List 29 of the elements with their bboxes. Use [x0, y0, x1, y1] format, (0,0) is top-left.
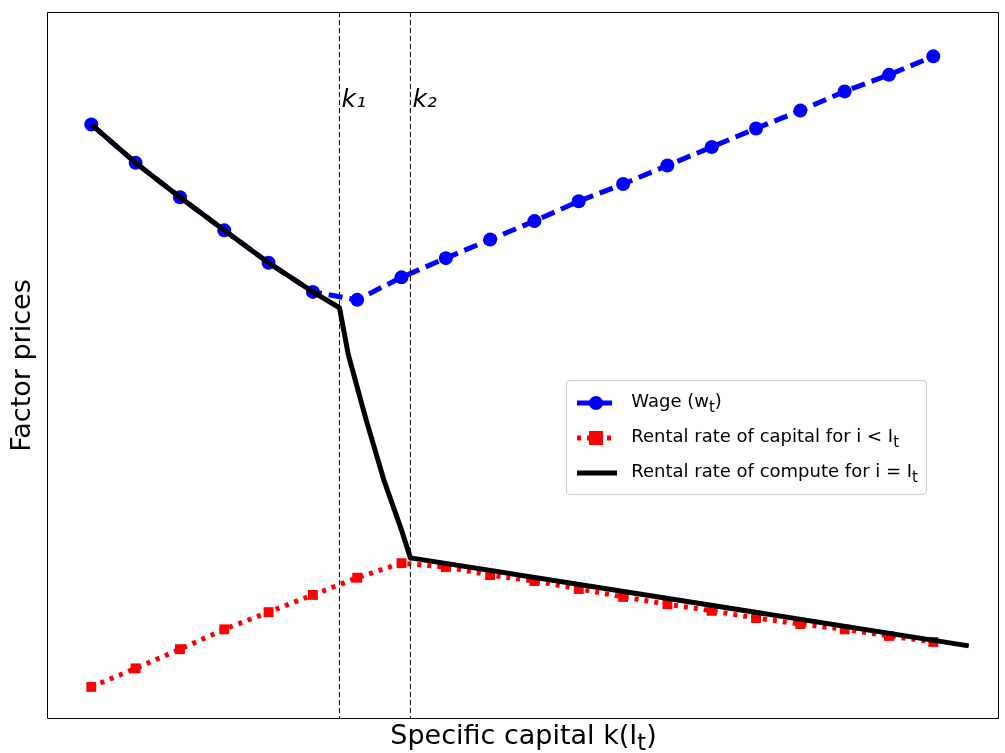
y-axis-title: Factor prices	[4, 278, 36, 454]
point	[438, 251, 453, 266]
point	[263, 607, 274, 618]
point	[350, 292, 365, 307]
point	[749, 121, 764, 136]
point	[660, 158, 675, 173]
point	[616, 177, 631, 192]
point	[352, 572, 363, 583]
point	[704, 139, 719, 154]
point	[130, 663, 141, 674]
annotation: k₁	[341, 84, 366, 113]
point	[394, 270, 409, 285]
legend-label: Wage (w$_{t}$)	[631, 389, 722, 416]
point	[793, 103, 808, 118]
legend-label: Rental rate of compute for i = I$_{t}$	[631, 459, 918, 486]
annotation: k₂	[412, 84, 437, 113]
legend-label: Rental rate of capital for i < I$_{t}$	[631, 424, 900, 451]
point	[175, 644, 185, 655]
point	[219, 624, 230, 635]
point	[881, 67, 896, 82]
point	[571, 194, 586, 209]
point	[86, 681, 97, 692]
point	[396, 558, 407, 569]
point	[926, 49, 941, 64]
point	[307, 589, 318, 600]
point	[483, 232, 498, 247]
point	[527, 214, 542, 229]
x-axis-title: Specific capital k(I$_{t}$)	[389, 718, 658, 753]
point	[837, 84, 852, 99]
